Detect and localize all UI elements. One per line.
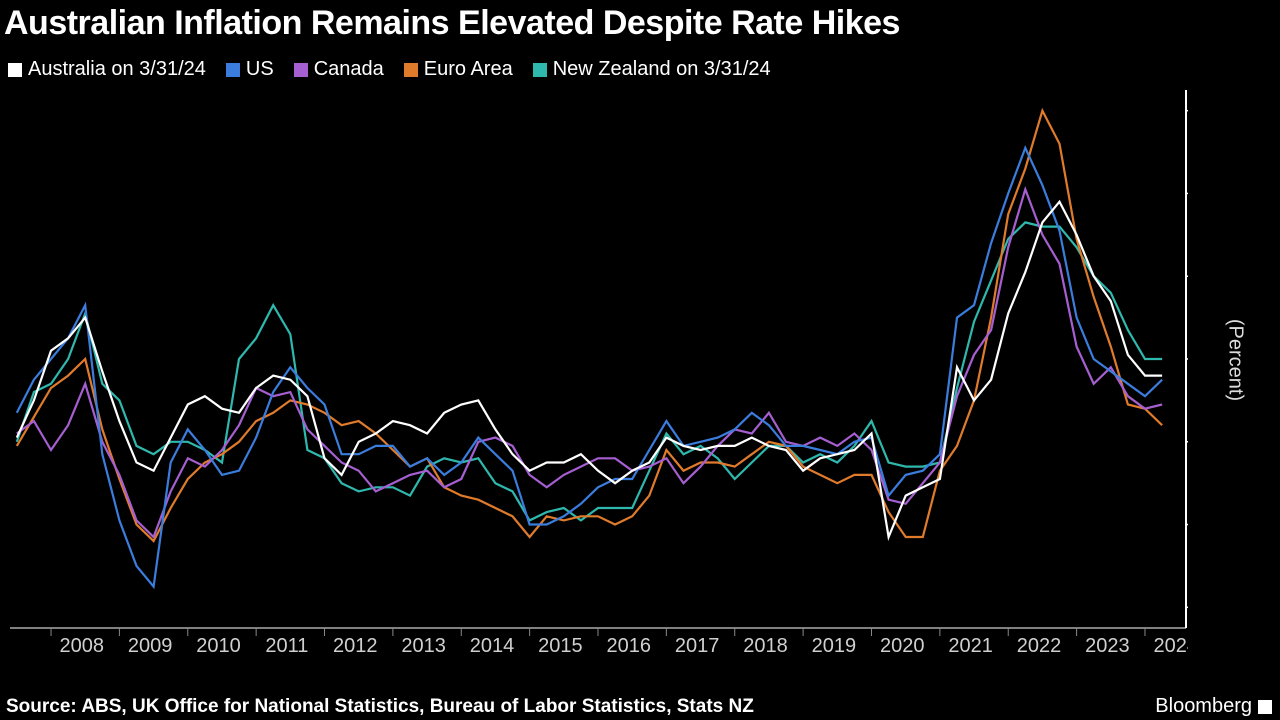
- x-tick-label: 2008: [60, 635, 105, 657]
- x-tick-label: 2018: [743, 635, 788, 657]
- legend-swatch: [404, 63, 418, 77]
- legend-swatch: [294, 63, 308, 77]
- x-tick-label: 2024: [1153, 635, 1188, 657]
- series-canada: [17, 189, 1162, 537]
- legend-label: New Zealand on 3/31/24: [553, 58, 771, 81]
- series-us: [17, 148, 1162, 587]
- legend-label: Australia on 3/31/24: [28, 58, 206, 81]
- legend-label: Euro Area: [424, 58, 513, 81]
- series-euro: [17, 111, 1162, 541]
- x-tick-label: 2013: [401, 635, 446, 657]
- x-tick-label: 2023: [1085, 635, 1130, 657]
- legend-item: Euro Area: [404, 58, 513, 81]
- x-tick-label: 2014: [470, 635, 515, 657]
- x-tick-label: 2022: [1017, 635, 1062, 657]
- x-tick-label: 2020: [880, 635, 925, 657]
- legend-swatch: [226, 63, 240, 77]
- legend-item: New Zealand on 3/31/24: [533, 58, 771, 81]
- x-tick-label: 2009: [128, 635, 173, 657]
- y-axis-label: (Percent): [1223, 319, 1246, 401]
- legend-swatch: [8, 63, 22, 77]
- legend-label: Canada: [314, 58, 384, 81]
- legend-item: Canada: [294, 58, 384, 81]
- source-line: Source: ABS, UK Office for National Stat…: [6, 696, 754, 718]
- x-tick-label: 2011: [265, 635, 308, 657]
- x-tick-label: 2021: [948, 635, 993, 657]
- brand: Bloomberg: [1155, 695, 1272, 718]
- x-tick-label: 2015: [538, 635, 583, 657]
- brand-square-icon: [1258, 700, 1272, 714]
- legend-swatch: [533, 63, 547, 77]
- x-tick-label: 2010: [196, 635, 241, 657]
- legend-item: Australia on 3/31/24: [8, 58, 206, 81]
- legend-item: US: [226, 58, 274, 81]
- brand-text: Bloomberg: [1155, 695, 1252, 718]
- x-tick-label: 2017: [675, 635, 720, 657]
- legend: Australia on 3/31/24 US Canada Euro Area New…: [8, 58, 771, 81]
- x-tick-label: 2016: [607, 635, 652, 657]
- chart-title: Australian Inflation Remains Elevated De…: [4, 4, 900, 43]
- chart-plot: -2.00.02.04.06.08.010.020082009201020112…: [8, 90, 1188, 660]
- legend-label: US: [246, 58, 274, 81]
- x-tick-label: 2019: [812, 635, 857, 657]
- series-australia: [17, 202, 1162, 537]
- x-tick-label: 2012: [333, 635, 378, 657]
- series-nz: [17, 222, 1162, 520]
